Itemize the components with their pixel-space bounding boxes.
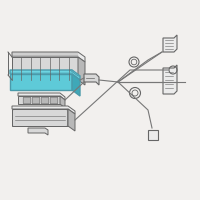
FancyBboxPatch shape [23,97,31,104]
Polygon shape [12,57,78,80]
Polygon shape [163,65,177,94]
FancyBboxPatch shape [148,130,158,140]
Polygon shape [10,70,80,80]
FancyBboxPatch shape [41,97,49,104]
Polygon shape [72,74,80,96]
Polygon shape [84,74,99,85]
Polygon shape [10,74,72,90]
Polygon shape [12,52,85,62]
Polygon shape [70,70,80,76]
Polygon shape [12,109,68,126]
Polygon shape [78,57,85,85]
Polygon shape [12,106,75,114]
Polygon shape [28,128,48,135]
FancyBboxPatch shape [32,97,40,104]
FancyBboxPatch shape [50,97,58,104]
Polygon shape [18,93,65,100]
Polygon shape [18,96,60,104]
Polygon shape [163,35,177,52]
Polygon shape [60,96,65,108]
Polygon shape [68,109,75,131]
